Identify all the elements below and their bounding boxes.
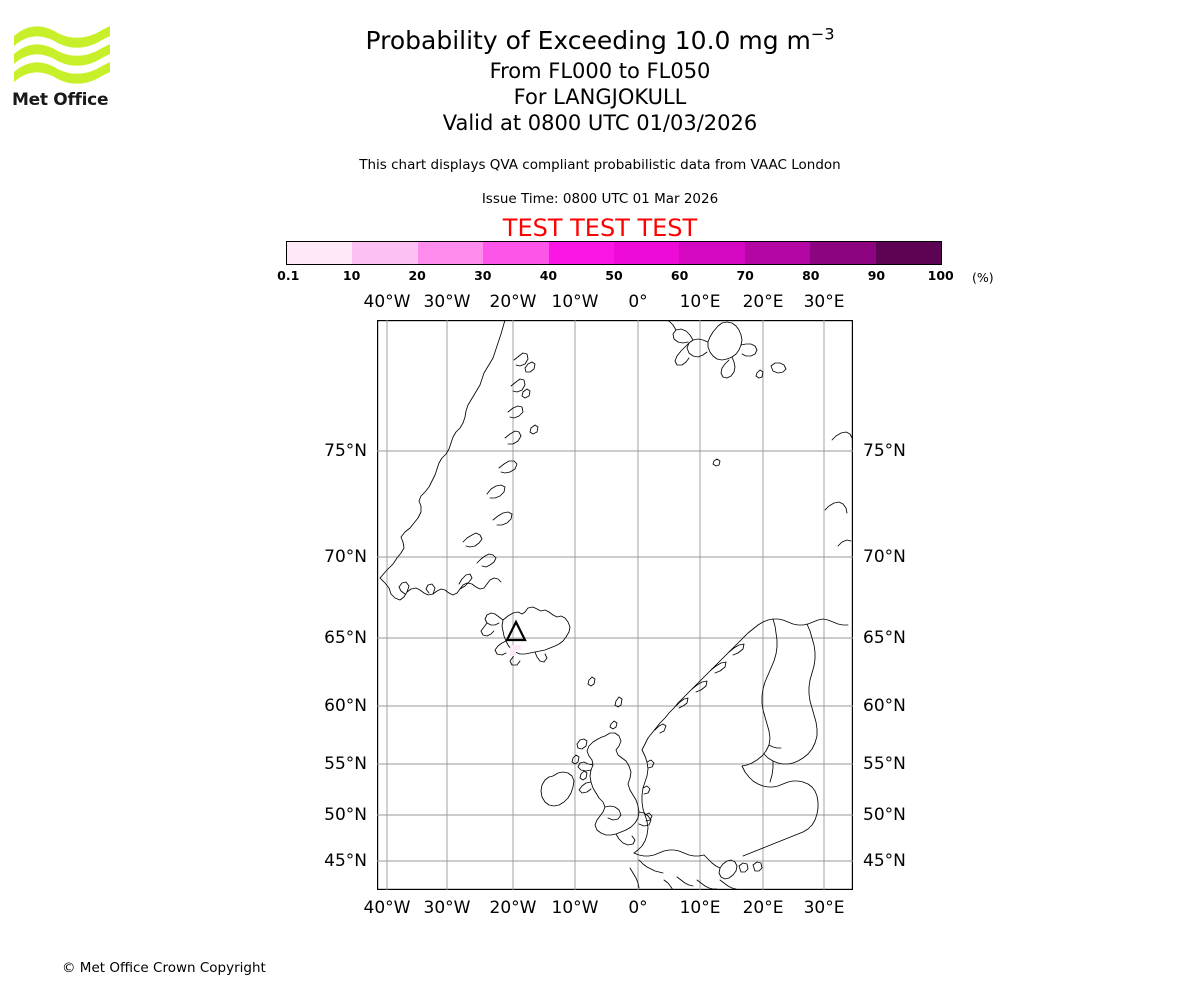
ash-cell-1 — [510, 651, 516, 656]
lat-label-right: 55°N — [863, 754, 906, 774]
title-text: Probability of Exceeding 10.0 mg m — [365, 26, 811, 55]
lon-label-bottom: 20°E — [742, 898, 784, 918]
lon-label-top: 20°E — [742, 292, 784, 312]
flight-level-subtitle: From FL000 to FL050 — [489, 59, 711, 83]
valid-time-subtitle: Valid at 0800 UTC 01/03/2026 — [442, 111, 758, 135]
map-plot-area: 40°W 30°W 20°W 10°W 0° 10°E 20°E 30°E 40°W 30°W 2… — [324, 292, 906, 918]
colorbar-tick: 10 — [342, 268, 361, 283]
title-exponent: −3 — [810, 24, 835, 44]
met-office-wave-icon — [14, 26, 110, 84]
volcano-marker-triangle — [505, 619, 527, 642]
map-frame — [377, 320, 853, 890]
chart-title-block: Probability of Exceeding 10.0 mg m−3 Fro… — [0, 24, 1200, 136]
colorbar-unit-label: (%) — [972, 270, 994, 285]
colorbar-segment-8 — [810, 242, 876, 264]
ash-probability-layer — [510, 645, 521, 656]
lon-label-bottom: 30°W — [423, 898, 471, 918]
colorbar-tick: 60 — [670, 268, 689, 283]
colorbar-tick: 30 — [474, 268, 492, 283]
lon-label-top: 10°W — [551, 292, 599, 312]
lat-label-left: 70°N — [324, 547, 367, 567]
lon-label-bottom: 30°E — [803, 898, 845, 918]
lon-label-top: 0° — [628, 292, 648, 312]
lon-label-bottom: 20°W — [489, 898, 537, 918]
colorbar-tick: 100 — [927, 268, 954, 283]
lat-label-right: 60°N — [863, 696, 906, 716]
lat-label-right: 75°N — [863, 441, 906, 461]
lat-label-left: 75°N — [324, 441, 367, 461]
lat-label-right: 50°N — [863, 805, 906, 825]
lon-label-top: 30°E — [803, 292, 845, 312]
colorbar-tick: 20 — [408, 268, 426, 283]
lat-label-left: 45°N — [324, 851, 367, 871]
volcano-marker-layer — [505, 619, 527, 642]
copyright-notice: © Met Office Crown Copyright — [62, 960, 266, 976]
colorbar-tick: 0.1 — [277, 268, 300, 283]
qva-note: This chart displays QVA compliant probab… — [359, 157, 841, 173]
lon-label-bottom: 40°W — [363, 898, 411, 918]
colorbar-tick: 40 — [539, 268, 558, 283]
colorbar-tick-labels: 0.1 10 20 30 40 50 60 70 80 90 100 — [277, 268, 954, 286]
page-title: Probability of Exceeding 10.0 mg m−3 — [0, 24, 1200, 58]
colorbar-segment-2 — [417, 242, 484, 264]
ash-cell-0 — [510, 645, 516, 651]
lon-label-top: 20°W — [489, 292, 537, 312]
graticule — [377, 320, 853, 890]
lon-label-bottom: 0° — [628, 898, 648, 918]
met-office-wordmark: Met Office — [12, 90, 109, 110]
map-canvas — [377, 320, 853, 890]
lon-label-top: 30°W — [423, 292, 471, 312]
colorbar-segment-5 — [614, 242, 680, 264]
lon-label-top: 10°E — [679, 292, 721, 312]
colorbar-tick: 70 — [736, 268, 754, 283]
lon-label-top: 40°W — [363, 292, 411, 312]
colorbar-tick: 50 — [605, 268, 623, 283]
met-office-logo — [12, 22, 122, 117]
probability-colorbar — [286, 241, 942, 265]
colorbar-segment-7 — [744, 242, 811, 264]
test-banner: TEST TEST TEST — [502, 214, 698, 242]
lat-label-right: 65°N — [863, 628, 906, 648]
coastlines — [379, 320, 853, 890]
lon-label-bottom: 10°E — [679, 898, 721, 918]
lat-label-left: 55°N — [324, 754, 367, 774]
colorbar-segment-4 — [548, 242, 615, 264]
ash-cell-2 — [516, 645, 521, 650]
colorbar-segment-3 — [483, 242, 549, 264]
issue-time: Issue Time: 0800 UTC 01 Mar 2026 — [481, 191, 719, 207]
colorbar-tick: 90 — [867, 268, 886, 283]
lon-label-bottom: 10°W — [551, 898, 599, 918]
colorbar-segment-9 — [875, 242, 942, 264]
lat-label-right: 45°N — [863, 851, 906, 871]
lat-label-right: 70°N — [863, 547, 906, 567]
lat-label-left: 60°N — [324, 696, 367, 716]
colorbar-segment-6 — [679, 242, 745, 264]
colorbar-segment-0 — [287, 242, 353, 264]
colorbar-tick: 80 — [802, 268, 820, 283]
lat-label-left: 50°N — [324, 805, 367, 825]
lat-label-left: 65°N — [324, 628, 367, 648]
colorbar-segment-1 — [352, 242, 418, 264]
volcano-subtitle: For LANGJOKULL — [513, 85, 687, 109]
